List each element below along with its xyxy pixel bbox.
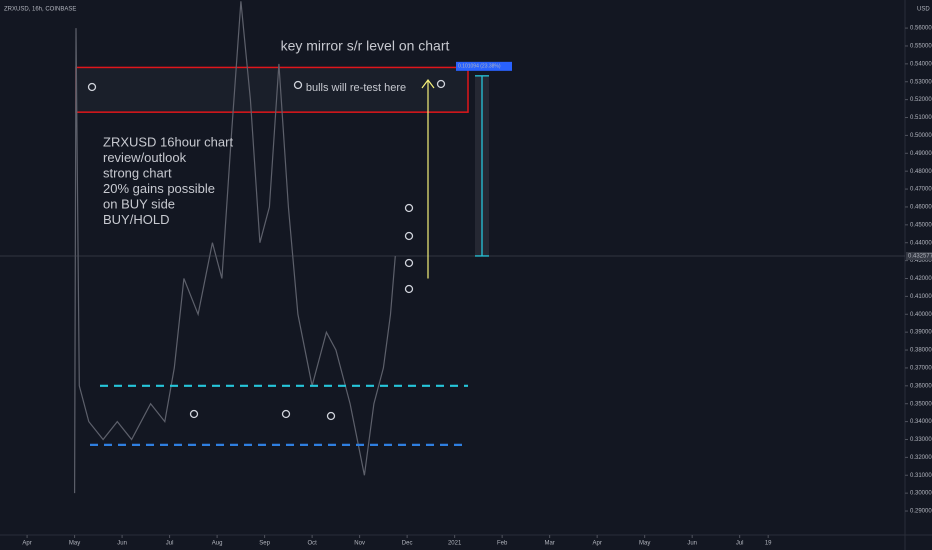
- x-tick-label: Jul: [166, 541, 174, 547]
- x-tick-label: Jul: [736, 541, 744, 547]
- price-line: [74, 1, 396, 494]
- last-price-box: [906, 252, 932, 261]
- x-tick-label: 19: [765, 541, 772, 547]
- x-tick-label: Sep: [259, 541, 270, 547]
- note-line: 20% gains possible: [103, 181, 215, 196]
- note-line: review/outlook: [103, 150, 187, 165]
- x-tick-label: May: [639, 541, 650, 547]
- annotation: bulls will re-test here: [306, 82, 406, 94]
- x-tick-label: Dec: [402, 541, 413, 547]
- arrow-head: [421, 78, 435, 89]
- x-tick-label: Nov: [354, 541, 365, 547]
- x-tick-label: Feb: [497, 541, 508, 547]
- note-line: on BUY side: [103, 196, 175, 211]
- last-price-label: 0.432577: [908, 254, 932, 260]
- resistance-zone: [75, 66, 469, 113]
- x-tick-label: Aug: [212, 541, 223, 547]
- x-tick-label: Oct: [307, 541, 317, 547]
- symbol-header: ZRXUSD, 16h, COINBASE: [4, 7, 76, 13]
- title: key mirror s/r level on chart: [281, 38, 450, 54]
- note-line: BUY/HOLD: [103, 212, 169, 227]
- measure-label: 0.101094 (23.38%): [458, 64, 501, 70]
- currency: USD: [917, 7, 930, 13]
- measure-label-box: [456, 61, 512, 71]
- y-tick-label: 0.560000: [910, 26, 932, 32]
- x-tick-label: Jun: [117, 541, 127, 547]
- note-line: ZRXUSD 16hour chart: [103, 134, 233, 149]
- x-tick-label: Jun: [687, 541, 697, 547]
- note-line: strong chart: [103, 165, 172, 180]
- x-tick-label: 2021: [448, 541, 462, 547]
- x-tick-label: May: [69, 541, 80, 547]
- x-tick-label: Apr: [592, 541, 601, 547]
- x-tick-label: Apr: [22, 541, 31, 547]
- x-tick-label: Mar: [544, 541, 554, 547]
- icons: [87, 79, 446, 421]
